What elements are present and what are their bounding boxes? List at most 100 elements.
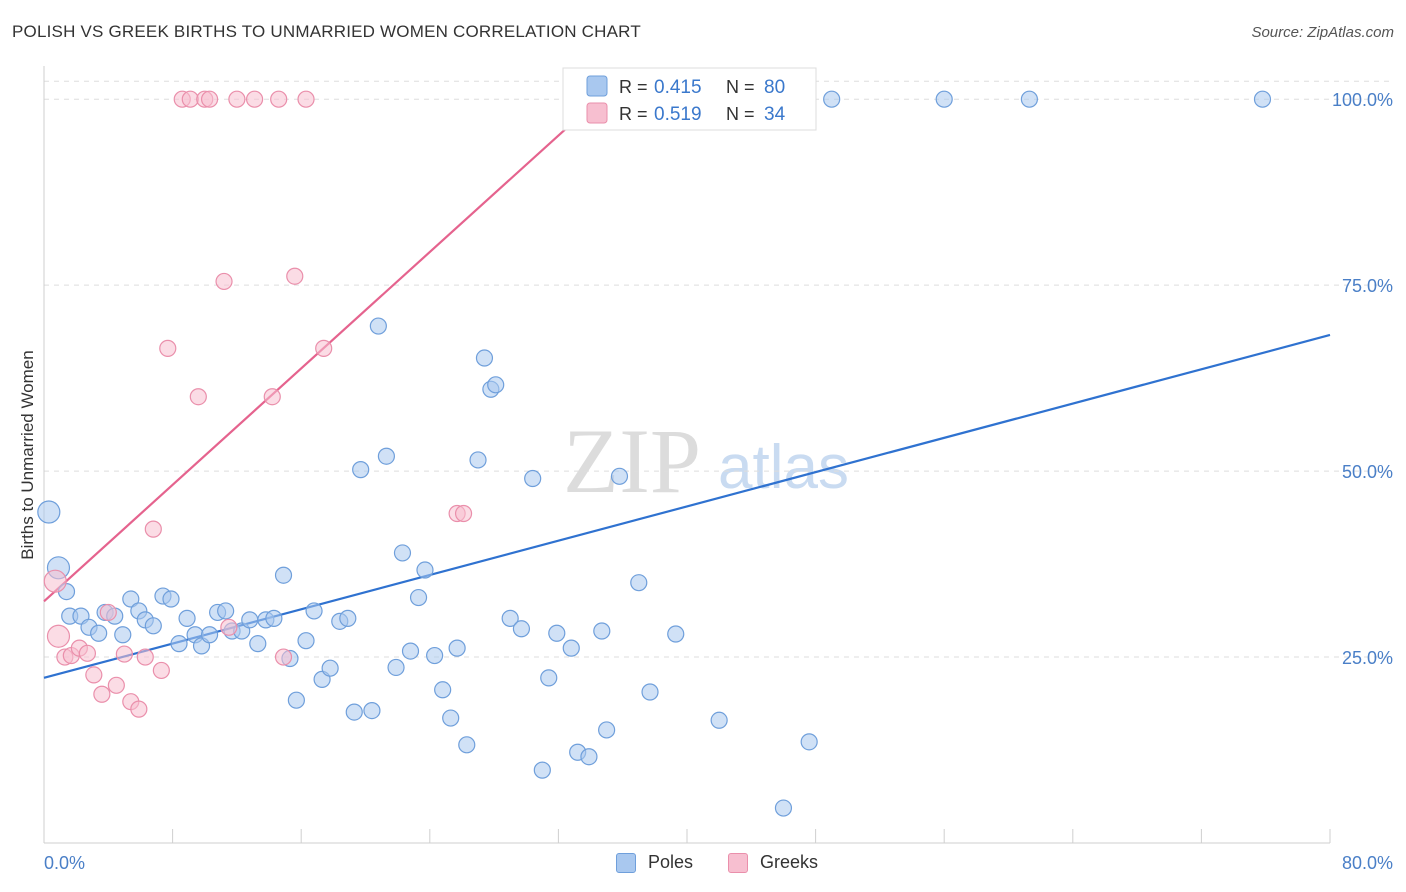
greek-point <box>130 700 148 718</box>
pole-point <box>339 609 357 627</box>
tick-labels: 25.0% 50.0% 75.0% 100.0% 0.0% 80.0% <box>44 90 1393 873</box>
watermark-atlas: atlas <box>718 433 849 502</box>
greek-point <box>270 90 288 108</box>
pole-point <box>122 590 140 608</box>
pole-point <box>1253 90 1272 108</box>
greek-point <box>200 90 219 108</box>
pole-point <box>114 626 132 644</box>
pole-point <box>475 349 494 367</box>
legend-swatch-poles-bottom <box>616 852 636 873</box>
axes <box>43 66 1331 844</box>
y-tick-label: 50.0% <box>1342 462 1393 482</box>
pole-point <box>710 711 728 729</box>
greek-point <box>181 90 199 108</box>
legend-n-value-poles: 80 <box>764 77 785 98</box>
pole-point <box>800 733 818 751</box>
greek-point <box>43 569 67 593</box>
pole-point <box>274 566 293 584</box>
legend-item-greeks: Greeks <box>728 852 818 873</box>
greek-point <box>263 388 281 406</box>
pole-point <box>321 659 339 677</box>
legend-swatch-greeks-bottom <box>728 852 748 873</box>
pole-point <box>512 620 531 638</box>
gridlines <box>44 80 1392 658</box>
pole-point <box>162 590 180 608</box>
pole-point <box>610 467 629 485</box>
pole-point <box>540 669 558 687</box>
pole-point <box>630 574 648 592</box>
legend-r-label-greeks: R = <box>619 104 648 124</box>
pole-point <box>501 609 519 627</box>
greek-point <box>245 90 264 108</box>
y-tick-label: 75.0% <box>1342 276 1393 296</box>
y-tick-label: 25.0% <box>1342 648 1393 668</box>
pole-point <box>265 609 283 627</box>
greek-point <box>274 648 293 666</box>
pole-point <box>297 632 315 650</box>
watermark: ZIP atlas <box>563 410 849 512</box>
pole-point <box>434 681 452 699</box>
pole-point <box>90 624 108 642</box>
pole-point <box>369 317 387 335</box>
pole-point <box>200 626 219 644</box>
legend-label-poles: Poles <box>648 852 694 872</box>
x-tick-label: 0.0% <box>44 853 85 873</box>
greek-point <box>215 272 233 291</box>
legend-r-value-greeks: 0.519 <box>654 104 702 125</box>
greek-point <box>144 520 162 538</box>
chart-title: POLISH VS GREEK BIRTHS TO UNMARRIED WOME… <box>12 22 641 41</box>
pole-point <box>170 635 188 653</box>
pole-point <box>345 703 363 721</box>
legend-n-label-poles: N = <box>726 77 755 97</box>
series-legend: Poles Greeks <box>0 850 1406 878</box>
trend-lines <box>43 98 1331 679</box>
pole-point <box>598 721 616 739</box>
legend-swatch-poles <box>586 75 608 97</box>
greek-point <box>228 90 246 108</box>
stats-legend: R = 0.415 N = 80 R = 0.519 N = 34 <box>562 67 817 131</box>
pole-point <box>935 90 953 108</box>
pole-point <box>641 683 659 701</box>
pole-point <box>524 469 542 488</box>
pole-point <box>469 451 487 469</box>
greek-point <box>286 267 304 285</box>
pole-point <box>287 691 305 709</box>
pole-point <box>241 611 259 629</box>
greek-point <box>46 624 71 648</box>
greek-point <box>136 648 154 666</box>
greek-point <box>220 618 238 636</box>
greek-point <box>315 339 333 357</box>
pole-point <box>593 622 611 640</box>
greek-point <box>189 388 207 406</box>
pole-point <box>217 602 235 620</box>
data-points <box>37 90 1272 817</box>
watermark-zip: ZIP <box>563 410 701 512</box>
pole-point <box>249 635 267 653</box>
greek-point <box>454 504 473 523</box>
legend-r-label-poles: R = <box>619 77 648 97</box>
legend-n-label-greeks: N = <box>726 104 755 124</box>
pole-point <box>363 702 381 720</box>
pole-point <box>774 799 793 817</box>
pole-point <box>352 461 370 479</box>
pole-point <box>580 748 598 766</box>
legend-item-poles: Poles <box>616 852 693 873</box>
y-tick-label: 100.0% <box>1332 90 1393 110</box>
greek-point <box>115 645 133 663</box>
legend-swatch-greeks <box>586 102 608 124</box>
greek-point <box>93 685 111 703</box>
greek-point <box>107 676 125 694</box>
pole-point <box>448 639 466 657</box>
legend-label-greeks: Greeks <box>760 852 819 872</box>
pole-point <box>409 588 428 607</box>
pole-point <box>548 624 566 642</box>
pole-point <box>144 617 162 635</box>
pole-point <box>387 658 405 677</box>
pole-point <box>442 709 460 727</box>
greek-point <box>152 661 170 680</box>
pole-point <box>458 736 476 754</box>
pole-point <box>393 544 412 562</box>
greek-point <box>297 90 315 108</box>
x-tick-label: 80.0% <box>1342 853 1393 873</box>
